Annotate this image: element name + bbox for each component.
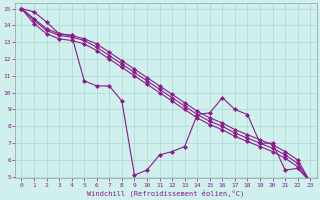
X-axis label: Windchill (Refroidissement éolien,°C): Windchill (Refroidissement éolien,°C)	[87, 189, 244, 197]
